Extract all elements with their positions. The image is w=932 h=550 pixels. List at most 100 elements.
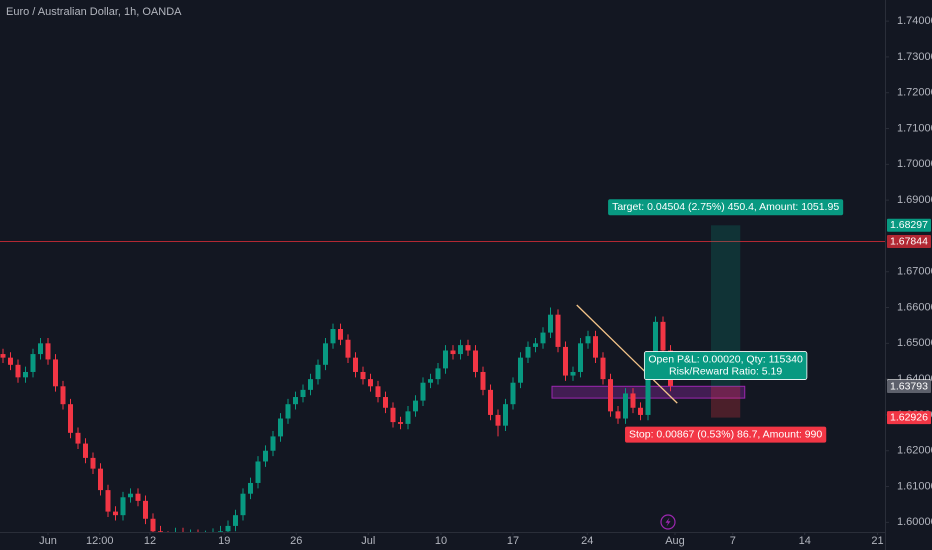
candle-body [23, 371, 28, 378]
price-label: 1.67844 [890, 235, 928, 247]
candle-body [563, 346, 568, 376]
candle-body [68, 404, 73, 433]
x-tick-label: 7 [730, 535, 736, 547]
candle-body [593, 336, 598, 358]
candle-body [405, 411, 411, 424]
candle-body [293, 397, 298, 405]
stop-label-text: Stop: 0.00867 (0.53%) 86.7, Amount: 990 [629, 428, 822, 440]
candle-body [458, 345, 463, 355]
candle-body [653, 321, 658, 365]
stop-label: Stop: 0.00867 (0.53%) 86.7, Amount: 990 [625, 426, 827, 443]
candle-body [30, 354, 36, 372]
candle-body [255, 461, 261, 483]
x-tick-label: 10 [435, 535, 447, 547]
candle-body [60, 386, 66, 405]
y-tick-label: 1.62000 [897, 445, 932, 457]
candle-body [495, 414, 501, 426]
candle-body [540, 332, 546, 344]
candle-body [368, 379, 373, 387]
x-tick-label: 21 [871, 535, 883, 547]
candle-body [8, 357, 13, 365]
candle-body [638, 407, 643, 415]
candle-body [218, 531, 223, 532]
candle-body [15, 364, 21, 378]
candle-body [623, 393, 628, 419]
candle-body [518, 357, 523, 383]
price-label: 1.63793 [890, 380, 928, 392]
candle-body [615, 411, 621, 419]
y-tick-label: 1.69000 [897, 194, 932, 206]
candle-body [435, 368, 441, 380]
x-tick-label: 24 [581, 535, 593, 547]
candle-body [300, 389, 306, 398]
candle-body [360, 371, 366, 380]
target-label: Target: 0.04504 (2.75%) 450.4, Amount: 1… [608, 199, 844, 216]
candle-body [38, 343, 43, 355]
target-label-background [608, 199, 844, 216]
alert-icon[interactable] [660, 514, 676, 530]
pnl-label-text: Open P&L: 0.00020, Qty: 115340 [648, 353, 803, 365]
candle-body [645, 364, 651, 415]
candle-body [585, 336, 591, 344]
candle-body [83, 443, 88, 458]
x-tick-label: 17 [507, 535, 519, 547]
candle-body [503, 404, 508, 426]
pnl-label: Open P&L: 0.00020, Qty: 115340Risk/Rewar… [643, 351, 808, 380]
candle-body [450, 350, 456, 355]
candle-body [353, 357, 358, 372]
x-tick-label: Aug [665, 535, 685, 547]
y-tick-label: 1.65000 [897, 337, 932, 349]
candle-body [285, 404, 291, 419]
candle-body [323, 343, 328, 365]
candle-body [600, 357, 606, 380]
chart-title: Euro / Australian Dollar, 1h, OANDA [6, 6, 182, 18]
x-tick-label: Jun [39, 535, 57, 547]
x-tick-label: 12 [144, 535, 156, 547]
candle-body [398, 422, 403, 424]
candle-body [383, 397, 388, 408]
candle-body [0, 354, 6, 358]
candle-body [308, 379, 313, 390]
candle-body [128, 493, 133, 498]
x-tick-label: 19 [218, 535, 230, 547]
candle-body [90, 457, 96, 469]
candle-body [525, 346, 531, 358]
candle-body [548, 314, 553, 333]
candle-body [465, 345, 471, 351]
pnl-label-text: Risk/Reward Ratio: 5.19 [669, 365, 782, 377]
y-tick-label: 1.71000 [897, 122, 932, 134]
y-tick-label: 1.74000 [897, 15, 932, 27]
candle-body [413, 400, 418, 412]
price-label-background [887, 380, 931, 394]
candle-body [390, 407, 396, 423]
price-label-background [887, 218, 931, 232]
price-label-background [887, 235, 931, 249]
candle-body [660, 321, 666, 351]
price-label: 1.62926 [890, 411, 928, 423]
candle-body [113, 511, 118, 516]
candle-body [510, 382, 516, 405]
candle-body [158, 531, 163, 532]
candle-body [338, 329, 343, 340]
candle-body [143, 500, 148, 519]
candle-body [270, 436, 276, 451]
price-label: 1.68297 [890, 219, 928, 231]
trend-line [576, 304, 678, 404]
y-tick-label: 1.73000 [897, 51, 932, 63]
candle-body [233, 515, 238, 526]
candle-body [428, 379, 433, 383]
candle-body [135, 493, 141, 501]
candle-body [345, 339, 351, 358]
y-tick-label: 1.61000 [897, 480, 932, 492]
candle-body [225, 525, 231, 532]
candle-body [570, 371, 576, 376]
target-label-text: Target: 0.04504 (2.75%) 450.4, Amount: 1… [612, 201, 839, 213]
stop-label-background [625, 426, 827, 443]
candle-body [120, 497, 126, 516]
candle-body [578, 343, 583, 372]
candle-body [330, 329, 336, 344]
candle-body [555, 314, 561, 347]
x-tick-label: 26 [290, 535, 302, 547]
x-tick-label: Jul [361, 535, 375, 547]
